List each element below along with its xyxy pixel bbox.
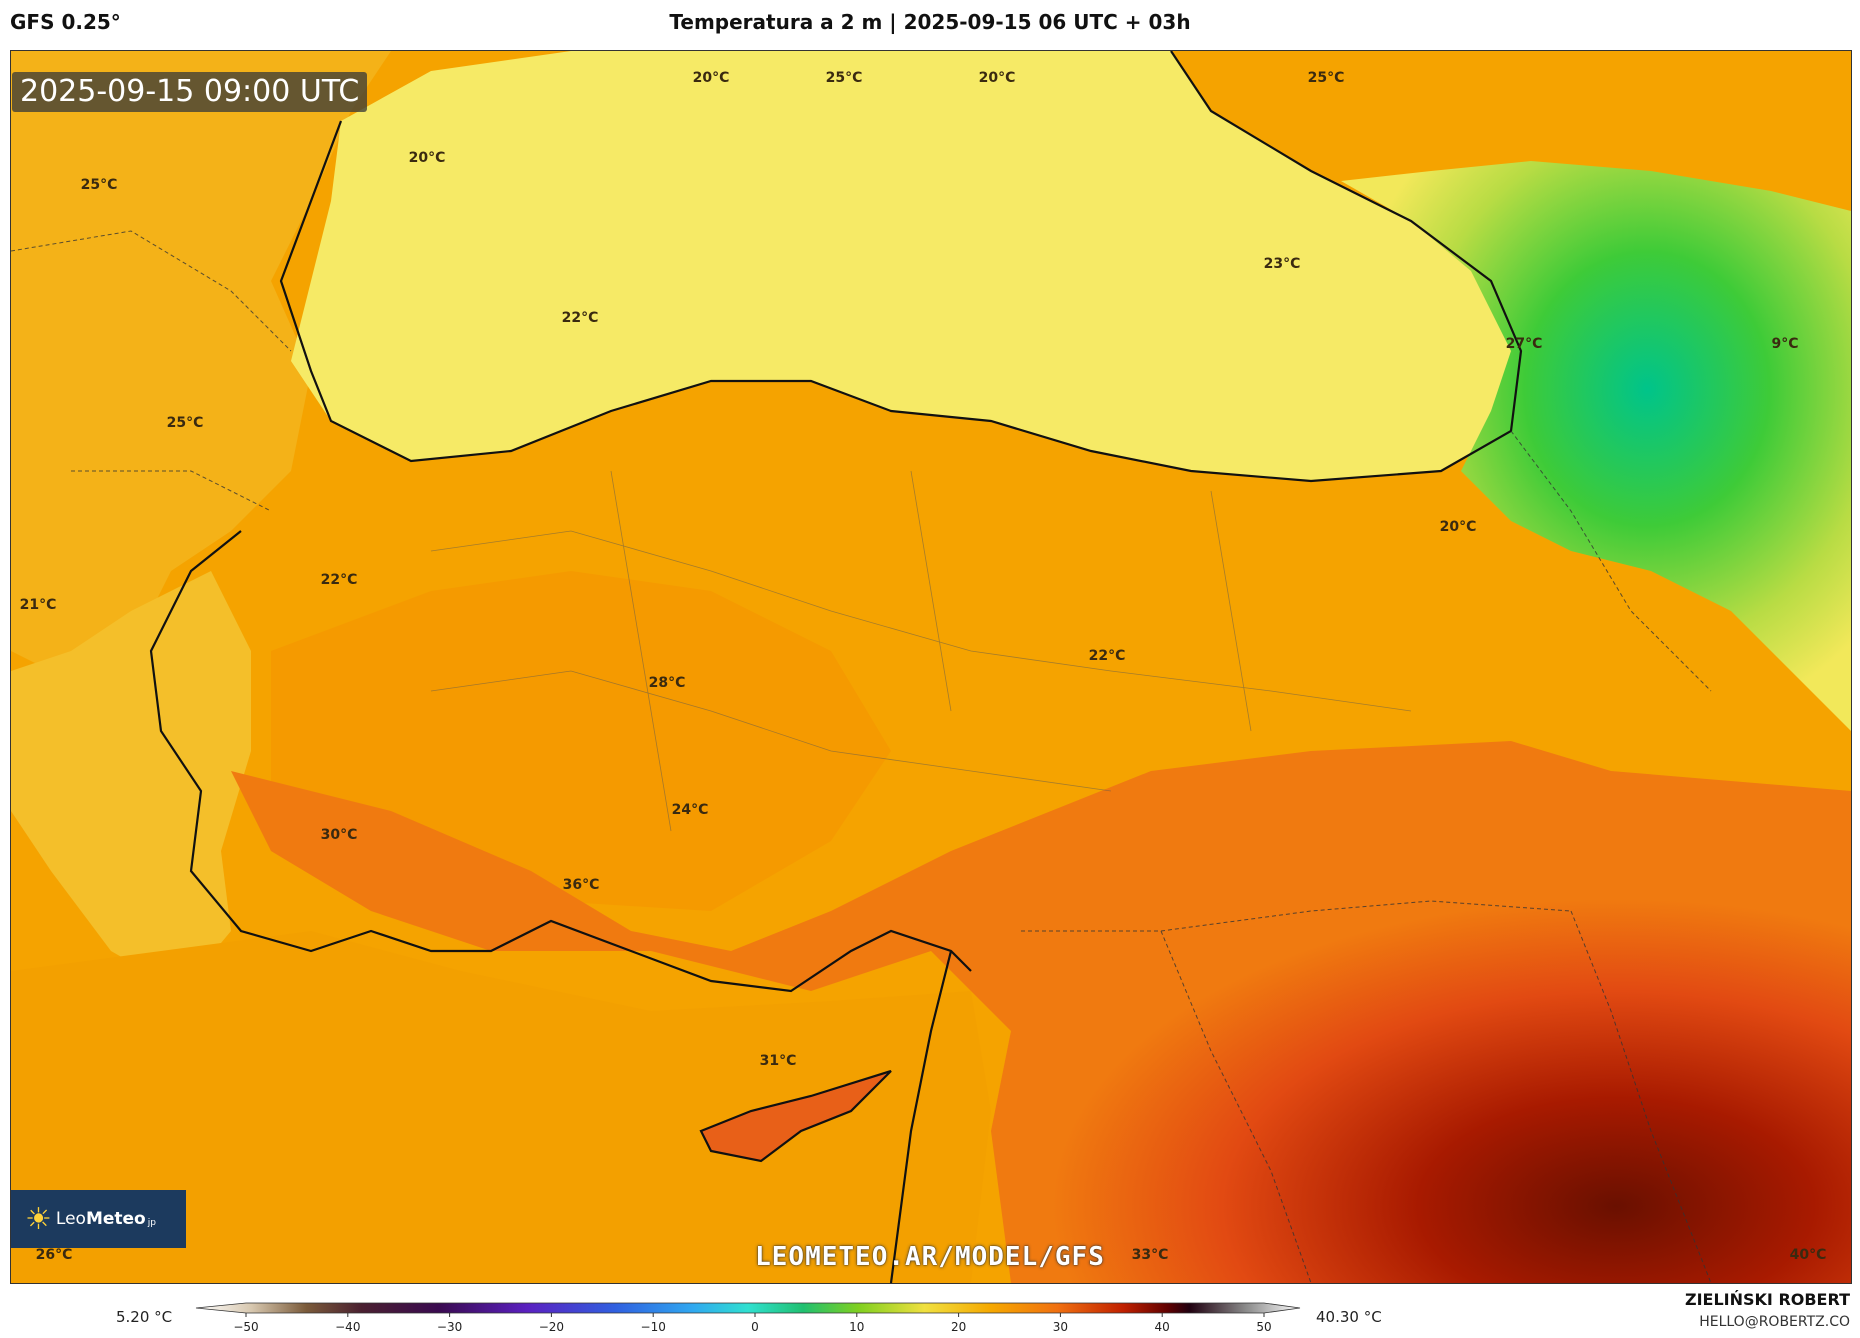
- colorbar-min-label: 5.20 °C: [116, 1308, 173, 1326]
- colorbar-tick-label: −30: [437, 1320, 462, 1334]
- author-name: ZIELIŃSKI ROBERT: [1684, 1290, 1850, 1309]
- model-label: GFS 0.25°: [10, 10, 121, 34]
- colorbar-tick-label: 50: [1256, 1320, 1271, 1334]
- colorbar-tick-label: −50: [233, 1320, 258, 1334]
- temperature-label: 24°C: [671, 802, 709, 818]
- temperature-map[interactable]: 20°C 25°C 20°C 25°C 20°C 25°C 23°C 22°C 27°C 9°C 2…: [10, 50, 1852, 1284]
- colorbar-tick-label: 20: [951, 1320, 966, 1334]
- temperature-label: 22°C: [561, 310, 599, 326]
- temperature-label: 20°C: [1439, 519, 1477, 535]
- colorbar-tick-label: −20: [539, 1320, 564, 1334]
- temperature-label: 22°C: [320, 572, 358, 588]
- colorbar-tick-label: 0: [751, 1320, 759, 1334]
- temperature-label: 21°C: [19, 597, 57, 613]
- temperature-field: [11, 51, 1851, 1283]
- temperature-label: 27°C: [1505, 336, 1543, 352]
- temperature-label: 20°C: [408, 150, 446, 166]
- temperature-label: 22°C: [1088, 648, 1126, 664]
- temperature-label: 25°C: [80, 177, 118, 193]
- temperature-label: 33°C: [1131, 1247, 1169, 1263]
- colorbar-tick-label: 30: [1053, 1320, 1068, 1334]
- colorbar-tick-label: −10: [641, 1320, 666, 1334]
- logo-brand-b: Meteo: [85, 1209, 146, 1229]
- temperature-label: 26°C: [35, 1247, 73, 1263]
- colorbar-tick-label: 40: [1155, 1320, 1170, 1334]
- temperature-label: 36°C: [562, 877, 600, 893]
- colorbar-ticks: −50 −40 −30 −20 −10 0 10 20 30 40 50: [233, 1313, 1272, 1334]
- temperature-label: 20°C: [978, 70, 1016, 86]
- colorbar-max-label: 40.30 °C: [1316, 1308, 1382, 1326]
- colorbar-scale: −50 −40 −30 −20 −10 0 10 20 30 40 50: [195, 1302, 1301, 1334]
- author-email[interactable]: HELLO@ROBERTZ.CO: [1699, 1314, 1850, 1330]
- sun-icon: ☀: [25, 1201, 52, 1237]
- logo-suffix: jp: [147, 1218, 156, 1228]
- colorbar: 5.20 °C: [0, 1296, 1860, 1338]
- map-title: Temperatura a 2 m | 2025-09-15 06 UTC + …: [669, 10, 1191, 34]
- temperature-label: 31°C: [759, 1053, 797, 1069]
- leometeo-logo: ☀ Leo Meteo jp: [11, 1190, 186, 1248]
- colorbar-tick-label: −40: [335, 1320, 360, 1334]
- temperature-label: 25°C: [166, 415, 204, 431]
- temperature-label: 28°C: [648, 675, 686, 691]
- temperature-label: 40°C: [1789, 1247, 1827, 1263]
- temperature-label: 9°C: [1771, 336, 1799, 352]
- colorbar-tick-label: 10: [849, 1320, 864, 1334]
- logo-brand-a: Leo: [55, 1209, 86, 1229]
- temperature-label: 20°C: [692, 70, 730, 86]
- temperature-label: 25°C: [1307, 70, 1345, 86]
- site-url-watermark: LEOMETEO.AR/MODEL/GFS: [755, 1242, 1105, 1272]
- valid-time-badge: 2025-09-15 09:00 UTC: [12, 72, 368, 112]
- temperature-label: 30°C: [320, 827, 358, 843]
- temperature-label: 23°C: [1263, 256, 1301, 272]
- temperature-label: 25°C: [825, 70, 863, 86]
